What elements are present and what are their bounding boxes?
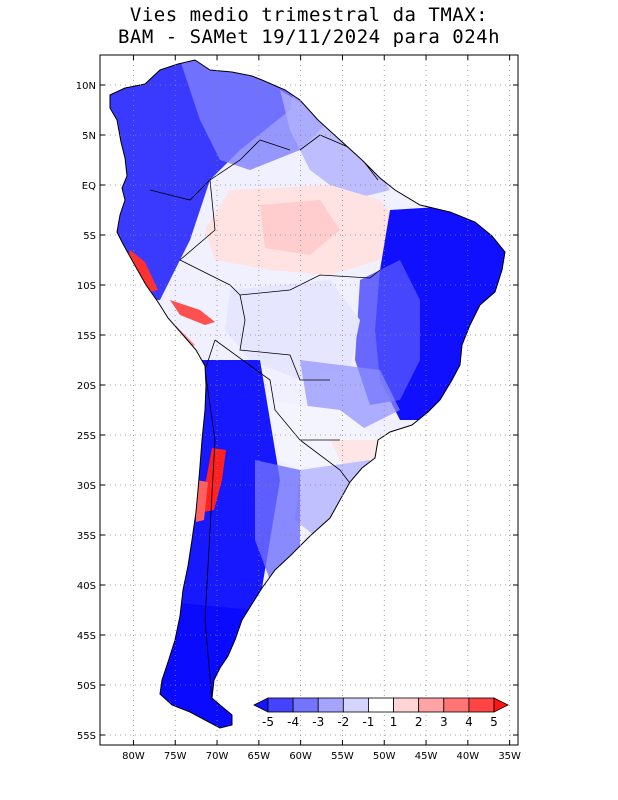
lat-tick-label: 55S	[77, 731, 96, 742]
colorbar-label: -4	[287, 715, 299, 729]
lat-tick-label: 45S	[77, 631, 96, 642]
lon-tick-label: 70W	[206, 751, 229, 762]
lat-tick-label: 35S	[77, 531, 96, 542]
colorbar-segment	[468, 697, 495, 713]
colorbar-label: 4	[465, 715, 473, 729]
lat-tick-label: 30S	[77, 481, 96, 492]
colorbar-segment	[317, 697, 344, 713]
colorbar-segment	[368, 697, 394, 713]
lon-tick-label: 65W	[248, 751, 271, 762]
colorbar-segment	[267, 697, 294, 713]
lat-tick-label: 10N	[76, 81, 96, 92]
graticule	[100, 55, 518, 745]
colorbar-segment	[443, 697, 470, 713]
lat-tick-label: EQ	[82, 181, 96, 192]
map-title-line-2: BAM - SAMet 19/11/2024 para 024h	[117, 26, 501, 48]
lat-tick-label: 25S	[77, 431, 96, 442]
lat-tick-label: 20S	[77, 381, 96, 392]
colorbar-label: 3	[440, 715, 448, 729]
lat-tick-label: 5N	[82, 131, 96, 142]
colorbar: -5 -4 -3 -2 -1 1 2 3 4 5	[253, 697, 509, 729]
lon-tick-label: 45W	[415, 751, 438, 762]
latitude-ticks: 10N 5N EQ 5S 10S 15S 20S 25S 30S 35S 40S 45S 50S 55S	[76, 81, 518, 742]
lat-tick-label: 50S	[77, 681, 96, 692]
longitude-ticks: 80W 75W 70W 65W 60W 55W 50W 45W 40W 35W	[122, 55, 521, 762]
colorbar-label: 5	[490, 715, 498, 729]
colorbar-label: -2	[337, 715, 349, 729]
colorbar-label: 2	[415, 715, 423, 729]
colorbar-label: -5	[262, 715, 274, 729]
colorbar-label: -3	[312, 715, 324, 729]
colorbar-segment	[393, 697, 420, 713]
lon-tick-label: 55W	[331, 751, 354, 762]
lon-tick-label: 50W	[373, 751, 396, 762]
colorbar-label: 1	[390, 715, 398, 729]
map-title-line-1: Vies medio trimestral da TMAX:	[129, 4, 489, 26]
lat-tick-label: 5S	[83, 231, 96, 242]
lon-tick-label: 75W	[164, 751, 187, 762]
colorbar-segment	[292, 697, 319, 713]
lon-tick-label: 60W	[289, 751, 312, 762]
colorbar-segment	[418, 697, 445, 713]
lon-tick-label: 40W	[457, 751, 480, 762]
lat-tick-label: 40S	[77, 581, 96, 592]
colorbar-arrow-right	[493, 697, 509, 713]
colorbar-segment	[342, 697, 369, 713]
lon-tick-label: 80W	[122, 751, 145, 762]
lon-tick-label: 35W	[498, 751, 521, 762]
lat-tick-label: 15S	[77, 331, 96, 342]
lat-tick-label: 10S	[77, 281, 96, 292]
colorbar-label: -1	[362, 715, 374, 729]
